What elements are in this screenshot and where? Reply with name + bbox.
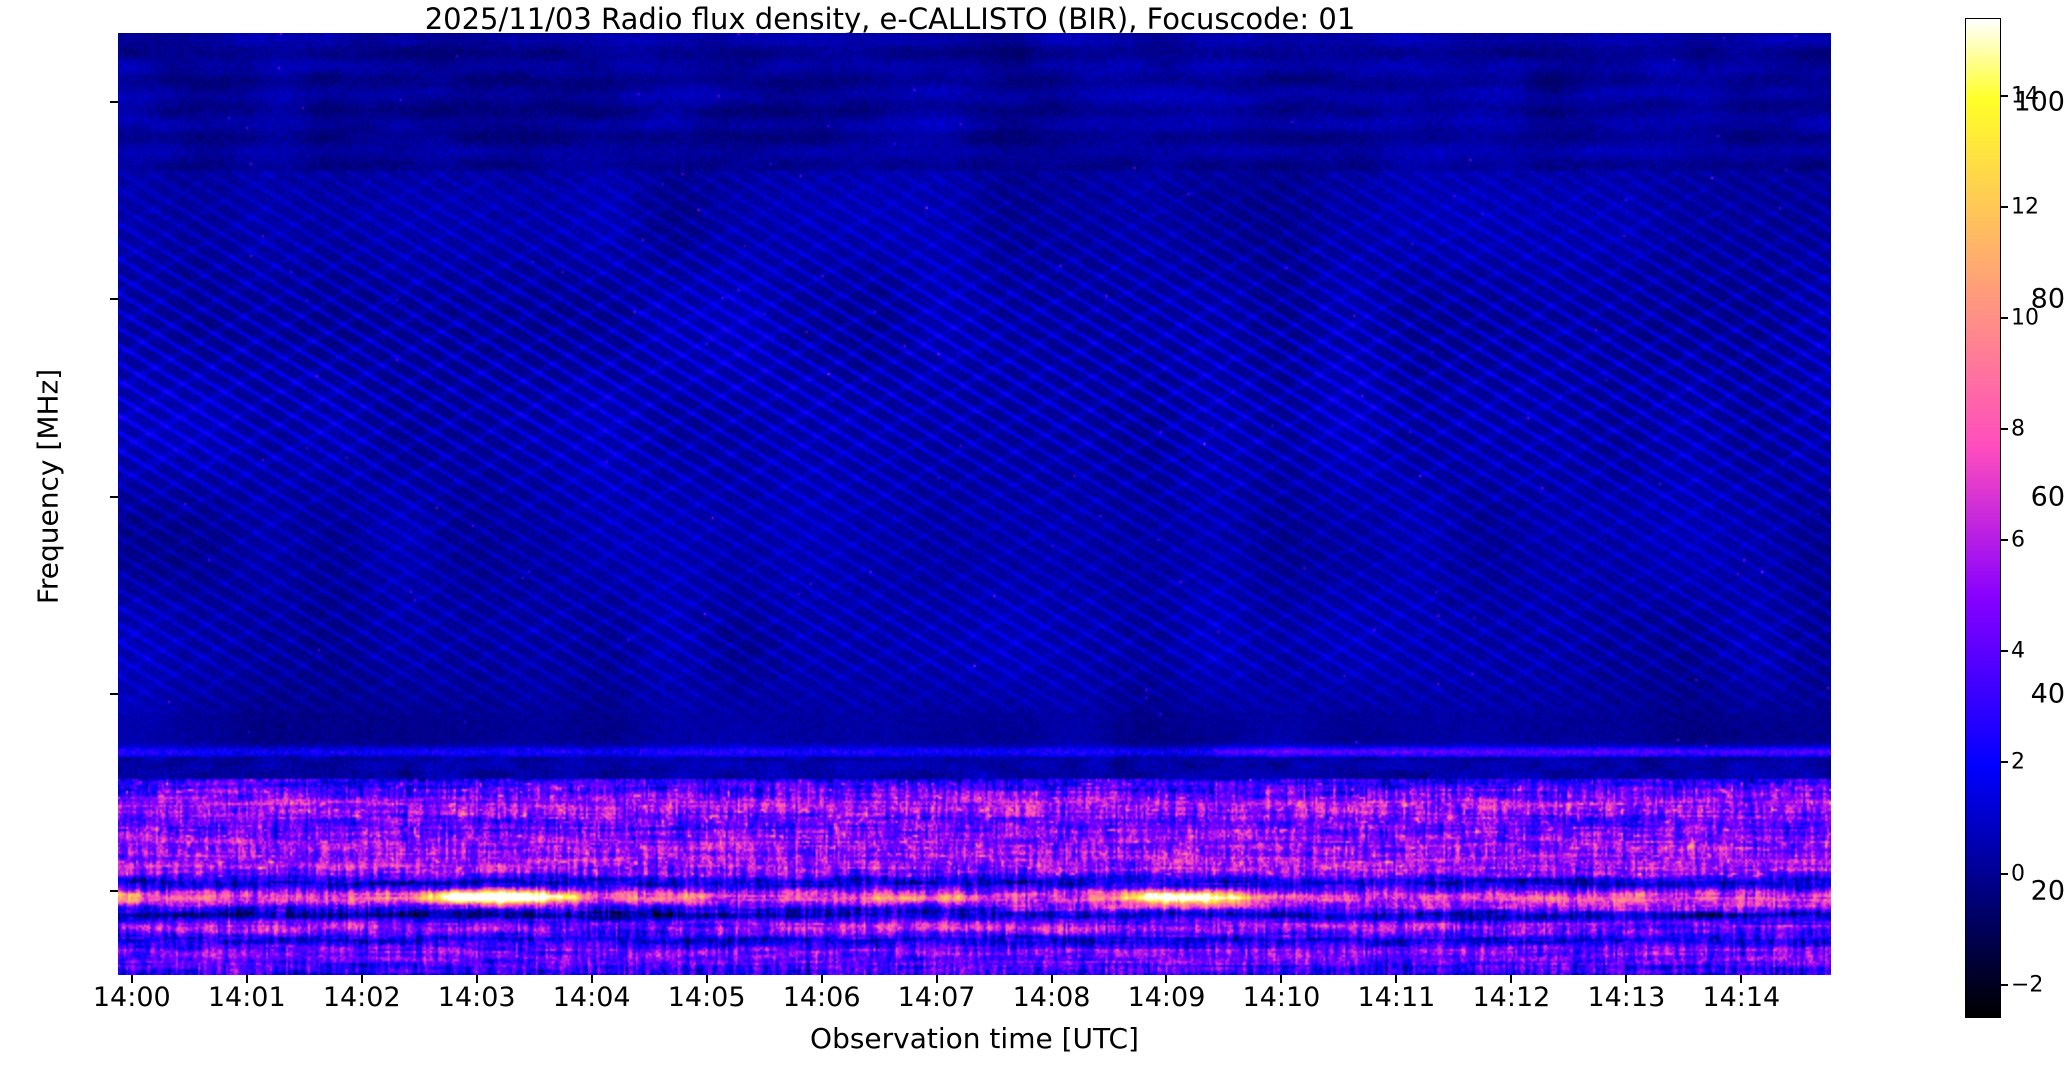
colorbar-tick-label: 8 [2011, 416, 2025, 442]
colorbar-tick-mark [2001, 317, 2008, 319]
x-tick-label: 14:14 [1702, 982, 1781, 1013]
colorbar-gradient [1965, 18, 2001, 1018]
y-tick-mark [110, 495, 118, 498]
x-tick-mark [1165, 975, 1168, 983]
colorbar-tick-mark [2001, 539, 2008, 542]
x-tick-mark [1740, 975, 1743, 983]
y-tick-label: 20 [2030, 875, 2065, 907]
colorbar-tick-mark [2001, 205, 2008, 208]
colorbar-tick-label: 4 [2011, 638, 2025, 664]
colorbar-tick-mark [2001, 94, 2008, 97]
y-tick-mark [110, 692, 118, 695]
x-tick-mark [705, 975, 708, 983]
x-tick-label: 14:05 [667, 982, 746, 1013]
colorbar-tick-label: 10 [2011, 305, 2039, 331]
x-tick-mark [1280, 975, 1283, 983]
x-axis-label: Observation time [UTC] [810, 1022, 1139, 1055]
spectrogram-plot[interactable] [118, 33, 1831, 975]
x-tick-label: 14:12 [1472, 982, 1551, 1013]
x-tick-label: 14:07 [897, 982, 976, 1013]
y-axis-label: Frequency [MHz] [31, 368, 65, 605]
x-tick-mark [1625, 975, 1628, 983]
page-title: 2025/11/03 Radio flux density, e-CALLIST… [424, 2, 1356, 36]
x-tick-mark [820, 975, 823, 983]
colorbar-tick-label: 0 [2011, 861, 2025, 887]
y-tick-label: 60 [2030, 481, 2065, 513]
y-tick-label: 100 [2013, 86, 2065, 118]
x-tick-mark [475, 975, 478, 983]
x-tick-mark [360, 975, 363, 983]
y-tick-label: 40 [2030, 678, 2065, 710]
x-tick-mark [935, 975, 938, 983]
x-tick-mark [1050, 975, 1053, 983]
x-tick-mark [245, 975, 248, 983]
x-tick-label: 14:08 [1012, 982, 1091, 1013]
x-tick-label: 14:11 [1357, 982, 1436, 1013]
x-tick-label: 14:10 [1242, 982, 1321, 1013]
colorbar-tick-mark [2001, 983, 2008, 986]
colorbar-tick-label: 14 [2011, 83, 2039, 109]
x-tick-label: 14:13 [1587, 982, 1666, 1013]
x-tick-mark [1395, 975, 1398, 983]
colorbar-tick-mark [2001, 428, 2008, 431]
y-tick-mark [110, 101, 118, 104]
colorbar-tick-mark [2001, 650, 2008, 653]
colorbar[interactable]: −2 0 2 4 6 8 10 12 14 [1965, 18, 2043, 1018]
x-tick-label: 14:01 [207, 982, 286, 1013]
colorbar-tick-label: −2 [2011, 972, 2044, 998]
x-tick-label: 14:06 [782, 982, 861, 1013]
y-tick-label: 80 [2030, 283, 2065, 315]
colorbar-tick-mark [2001, 872, 2008, 875]
x-tick-label: 14:02 [322, 982, 401, 1013]
colorbar-tick-label: 6 [2011, 527, 2025, 553]
colorbar-tick-mark [2001, 761, 2008, 764]
colorbar-tick-label: 12 [2011, 194, 2039, 220]
x-tick-label: 14:09 [1127, 982, 1206, 1013]
x-tick-mark [130, 975, 133, 983]
spectrogram-image [118, 33, 1831, 975]
x-tick-mark [590, 975, 593, 983]
colorbar-tick-label: 2 [2011, 749, 2025, 775]
x-tick-label: 14:03 [437, 982, 516, 1013]
x-tick-label: 14:00 [92, 982, 171, 1013]
x-tick-mark [1510, 975, 1513, 983]
y-tick-mark [110, 298, 118, 301]
y-tick-mark [110, 890, 118, 893]
x-tick-label: 14:04 [552, 982, 631, 1013]
